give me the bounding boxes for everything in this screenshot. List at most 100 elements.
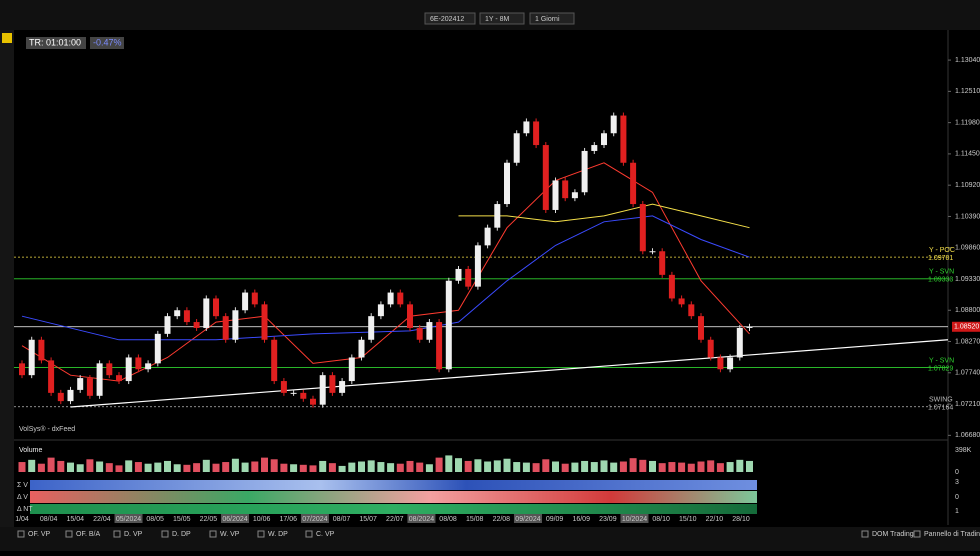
date-label: 10/06 <box>253 516 271 523</box>
volume-bar <box>47 457 55 472</box>
volume-bar <box>396 463 404 472</box>
period-select[interactable] <box>529 12 575 25</box>
volume-bar <box>561 463 569 472</box>
heat-label: Δ V <box>17 494 28 501</box>
candle <box>484 227 491 246</box>
candle <box>280 381 287 393</box>
month-box <box>300 514 329 523</box>
month-box <box>620 514 649 523</box>
level-label: 1.07829 <box>928 365 953 372</box>
candle <box>513 133 520 163</box>
tab-check[interactable] <box>65 530 73 538</box>
y-tick-label: 1.11450 <box>955 151 980 158</box>
volume-bar <box>348 462 356 472</box>
candle <box>387 292 394 305</box>
candle <box>630 162 637 205</box>
candle <box>19 363 25 376</box>
volume-bar <box>503 458 511 472</box>
panel-check[interactable] <box>913 530 921 538</box>
volume-bar <box>144 463 152 472</box>
candle <box>57 392 64 402</box>
date-label: 10/2024 <box>622 516 647 523</box>
date-label: 08/04 <box>40 516 58 523</box>
volume-bar <box>552 461 559 472</box>
candle <box>620 115 627 163</box>
volume-bar <box>464 460 472 472</box>
tab-check[interactable] <box>209 530 217 538</box>
candle <box>339 381 346 393</box>
volume-bar <box>658 463 666 472</box>
tab-label: D. VP <box>124 531 143 538</box>
volume-bar <box>474 459 482 472</box>
volume-bar <box>290 464 298 472</box>
candle <box>552 180 559 210</box>
candle <box>688 304 695 317</box>
volume-bar <box>222 462 230 472</box>
range-select[interactable] <box>479 12 525 25</box>
heat-row <box>30 480 757 490</box>
tab-check[interactable] <box>161 530 169 538</box>
candle <box>368 316 375 340</box>
month-box <box>221 514 250 523</box>
candle <box>319 375 326 405</box>
candle <box>698 316 704 340</box>
candle <box>261 304 268 340</box>
tab-label: W. VP <box>220 531 240 538</box>
volume-bar <box>513 462 521 472</box>
volume-bar <box>367 460 375 472</box>
y-tick-label: 1.08270 <box>955 338 980 345</box>
volume-bar <box>280 463 288 472</box>
level-name: Y - POC <box>929 247 955 254</box>
moving-average <box>21 162 750 382</box>
level-name: Y - SVN <box>929 269 954 276</box>
source: VolSys® - dxFeed <box>19 425 75 433</box>
volume-bar <box>338 465 346 472</box>
candle <box>610 115 617 134</box>
candle <box>67 389 74 402</box>
tab-check[interactable] <box>17 530 25 538</box>
tab-label: C. VP <box>316 531 335 538</box>
range: 1Y - 8M <box>485 16 510 23</box>
date-label: 08/07 <box>333 516 351 523</box>
volume-bar <box>649 460 656 472</box>
candle <box>445 280 452 370</box>
candle <box>668 274 675 299</box>
volume-bar <box>251 461 259 472</box>
candle <box>639 204 646 252</box>
candle <box>397 292 404 305</box>
volume-bar <box>532 463 540 472</box>
volume-bar <box>571 462 579 472</box>
tab-label: W. DP <box>268 531 288 538</box>
tab-check[interactable] <box>257 530 265 538</box>
candle <box>203 298 210 328</box>
timer: TR: 01:01:00 <box>29 37 81 47</box>
date-label: 09/09 <box>546 516 564 523</box>
left-toolbar <box>0 30 14 527</box>
candle <box>116 375 122 382</box>
candle <box>213 298 219 317</box>
y-tick-label: 1.09860 <box>955 245 980 252</box>
candle <box>358 339 365 358</box>
volume-bar <box>600 460 608 472</box>
volume-bar <box>231 458 239 472</box>
candle <box>310 398 316 405</box>
volume-bar <box>173 464 181 472</box>
candle <box>649 251 656 253</box>
tool-pointer[interactable] <box>2 33 12 43</box>
timer-box <box>26 37 86 49</box>
heat-scale: 0 <box>955 494 959 501</box>
moving-average <box>21 215 750 341</box>
trendline <box>70 339 949 408</box>
candle <box>145 363 152 370</box>
panel-check[interactable] <box>861 530 869 538</box>
y-tick-label: 1.11980 <box>955 119 980 126</box>
tab-check[interactable] <box>113 530 121 538</box>
y-tick-label: 1.07740 <box>955 370 980 377</box>
candle <box>523 121 530 134</box>
volume-bar <box>445 455 453 472</box>
symbol-select[interactable] <box>424 12 476 25</box>
date-label: 16/09 <box>572 516 590 523</box>
date-label: 15/05 <box>173 516 191 523</box>
candle <box>746 326 753 328</box>
tab-check[interactable] <box>305 530 313 538</box>
